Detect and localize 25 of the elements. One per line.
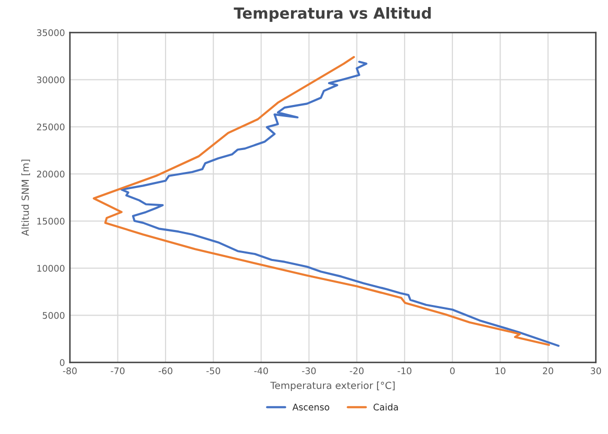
legend-label: Ascenso	[292, 404, 330, 410]
y-tick-label: 30000	[37, 76, 64, 84]
y-tick-label: 35000	[37, 29, 64, 36]
x-tick-label: 30	[590, 367, 601, 374]
x-tick-label: -30	[302, 367, 316, 374]
x-tick-label: 0	[450, 367, 455, 374]
y-tick-label: 5000	[42, 312, 64, 319]
x-tick-label: -10	[398, 367, 412, 374]
y-tick-label: 15000	[37, 218, 64, 225]
y-axis-title: Altitud SNM [m]	[21, 160, 30, 236]
x-tick-label: -70	[110, 367, 125, 374]
y-tick-label: 20000	[37, 170, 64, 178]
x-tick-label: 20	[542, 367, 554, 374]
x-axis-title: Temperatura exterior [°C]	[270, 382, 395, 391]
x-tick-label: 10	[495, 367, 506, 374]
chart-title: Temperatura vs Altitud	[234, 7, 431, 22]
y-tick-label: 25000	[37, 124, 64, 130]
x-tick-label: -20	[350, 367, 364, 374]
x-tick-label: -40	[254, 367, 268, 374]
legend-label: Caida	[374, 404, 398, 410]
x-tick-label: -60	[158, 367, 172, 374]
y-tick-label: 10000	[37, 264, 64, 272]
y-tick-label: 0	[60, 359, 64, 366]
x-tick-label: -50	[206, 367, 220, 374]
x-tick-label: -80	[62, 367, 77, 374]
